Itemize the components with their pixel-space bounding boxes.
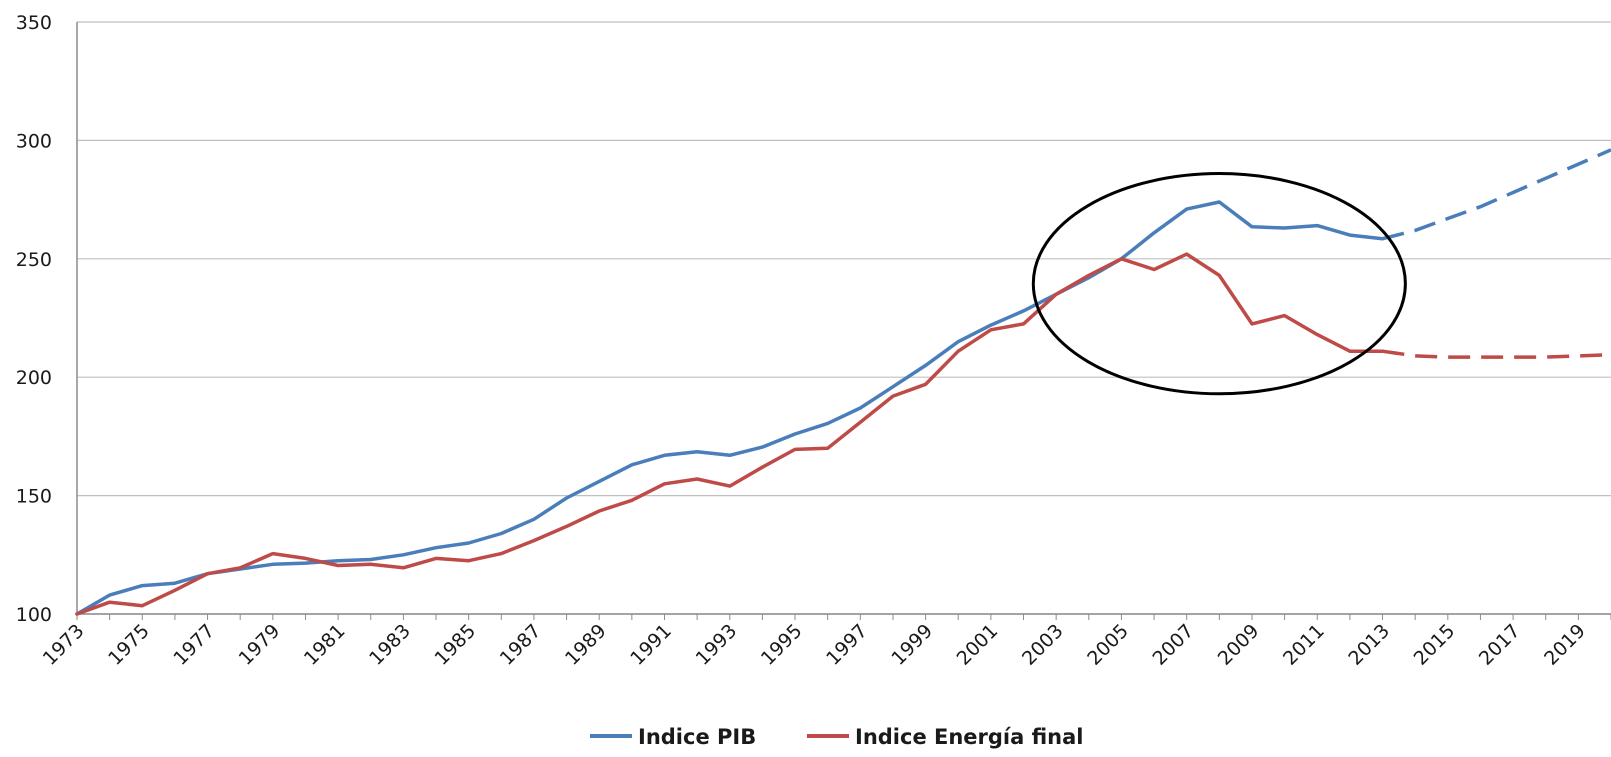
series-line-0 (75, 200, 1385, 616)
x-tick-label: 1989 (561, 620, 611, 670)
y-axis-ticks: 100 150 200 250 300 350 (16, 12, 52, 626)
y-tick-label: 300 (16, 130, 52, 152)
annotation-layer (1031, 172, 1407, 396)
series-lines (75, 148, 1611, 616)
legend-label-pib: Indice PIB (638, 725, 756, 749)
legend-label-energia: Indice Energía final (855, 725, 1084, 749)
y-tick-label: 350 (16, 12, 52, 34)
x-tick-label: 1991 (626, 620, 676, 670)
x-axis-ticks: 1973 1975 1977 1979 1981 1983 1985 1987 1989 1991… (39, 620, 1590, 670)
x-tick-label: 1997 (822, 620, 872, 670)
x-tick-label: 1979 (235, 620, 285, 670)
x-tick-label: 1987 (496, 620, 546, 670)
x-tick-label: 1973 (39, 620, 89, 670)
x-tick-label: 1981 (300, 620, 350, 670)
x-tick-label: 2001 (953, 620, 1003, 670)
series-projection-0 (1382, 148, 1611, 241)
x-tick-label: 2009 (1214, 620, 1264, 670)
legend: Indice PIB Indice Energía final (590, 725, 1084, 749)
x-tick-label: 2019 (1540, 620, 1590, 670)
y-tick-label: 200 (16, 367, 52, 389)
x-tick-label: 2015 (1410, 620, 1460, 670)
x-tick-label: 1983 (365, 620, 415, 670)
x-tick-label: 2017 (1475, 620, 1525, 670)
x-tick-label: 1999 (887, 620, 937, 670)
x-tick-label: 1993 (692, 620, 742, 670)
x-tick-label: 2003 (1018, 620, 1068, 670)
x-tick-label: 1985 (430, 620, 480, 670)
y-tick-label: 150 (16, 486, 52, 508)
x-tick-label: 2013 (1344, 620, 1394, 670)
highlight-ellipse (1031, 172, 1407, 396)
y-tick-label: 250 (16, 249, 52, 271)
series-projection-1 (1382, 349, 1611, 359)
x-tick-label: 2007 (1148, 620, 1198, 670)
grid-lines (77, 21, 1611, 615)
x-tick-label: 1977 (169, 620, 219, 670)
x-tick-label: 1995 (757, 620, 807, 670)
axes (76, 22, 1611, 620)
y-tick-label: 100 (16, 604, 52, 626)
x-tick-label: 1975 (104, 620, 154, 670)
x-tick-label: 2011 (1279, 620, 1329, 670)
series-line-1 (75, 252, 1385, 616)
x-tick-label: 2005 (1083, 620, 1133, 670)
